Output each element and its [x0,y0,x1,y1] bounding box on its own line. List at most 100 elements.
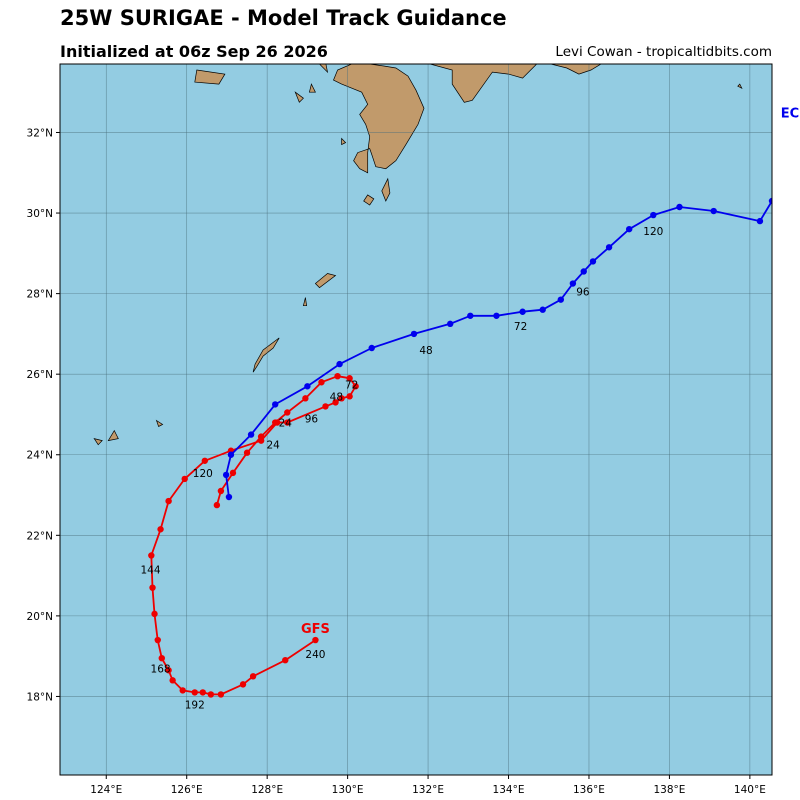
ec-track-point [336,360,343,368]
chart-title: 25W SURIGAE - Model Track Guidance [60,6,507,30]
ec-track-point [580,268,587,275]
ec-forecast-hour-label: 120 [643,226,663,238]
gfs-track-point [165,667,172,674]
ec-track-point [368,344,375,352]
gfs-track-point [169,677,176,684]
land-shikoku [430,64,538,103]
ec-forecast-hour-label: 48 [419,345,432,357]
gfs-track-point [322,403,329,410]
map-frame [59,63,773,776]
gfs-track-point [199,689,207,696]
gfs-forecast-hour-label: 120 [193,468,213,480]
x-tick-label: 126°E [171,784,203,796]
x-tick-label: 130°E [332,784,364,796]
gfs-track-point [201,457,209,464]
gfs-track-point [239,681,247,688]
ec-track-point [569,280,577,287]
gfs-track-point [148,552,155,559]
gfs-track-point [213,501,221,509]
land-iriomote [93,438,103,446]
gfs-model-label: GFS [301,622,330,637]
land-tokunoshima [302,297,308,307]
y-tick-label: 20°N [27,611,53,623]
outside-label-layer: GFS EC [301,106,799,637]
gfs-track-point [312,636,319,644]
gfs-forecast-hour-label: 24 [267,440,281,452]
gfs-track-point [249,673,257,680]
gfs-track-point [318,379,325,386]
ec-track-point [222,471,230,479]
y-tick-label: 26°N [27,369,53,381]
x-tick-label: 140°E [734,784,766,796]
gfs-track-point [207,691,215,698]
ec-track-point [446,320,454,328]
y-tick-label: 24°N [27,450,53,462]
gfs-track-point [346,375,353,382]
x-tick-label: 138°E [653,784,685,796]
ec-track-point [225,493,233,501]
gfs-track-point [149,584,156,591]
gfs-track-point [284,409,291,416]
gfs-track-line [150,375,357,696]
y-tick-label: 28°N [27,289,53,301]
ec-track-point [650,211,657,219]
land-kyushu [333,64,425,174]
ec-track-point [605,244,613,251]
ec-track-point [467,312,474,319]
gfs-track-point [282,656,289,664]
ec-track-point [493,312,500,319]
x-tick-label: 136°E [573,784,605,796]
land-amami [314,273,337,289]
credit-text: Levi Cowan - tropicaltidbits.com [555,44,772,60]
land-izu [737,83,743,89]
y-tick-label: 30°N [27,208,53,220]
gfs-track-point [243,449,251,456]
gfs-track-point [157,526,164,533]
ec-track-point [710,207,717,215]
gfs-forecast-hour-label: 144 [140,565,160,577]
gfs-forecast-hour-label: 72 [345,379,358,391]
gfs-forecast-hour-label: 240 [305,649,325,661]
ec-track-point [247,431,255,438]
ec-forecast-hour-label: 24 [279,418,293,430]
chart-subtitle: Initialized at 06z Sep 26 2026 [60,42,328,61]
land-goto2 [308,83,316,93]
land-ishigaki [107,429,119,442]
ec-track-point [557,296,565,303]
ec-model-label: EC [781,106,799,121]
ec-forecast-hour-label: 96 [576,287,590,299]
gfs-track-point [332,399,339,406]
ocean-background [60,64,772,775]
land-tsushima [319,64,329,74]
gfs-track-point [334,372,341,380]
gfs-forecast-hour-label: 96 [305,414,319,426]
gfs-track-point [217,487,225,495]
ec-track-point [410,330,418,338]
gfs-track-point [154,636,161,644]
y-tick-label: 32°N [27,127,53,139]
land-tanegashima [381,177,391,202]
land-honshu [550,64,602,75]
x-tick-label: 128°E [251,784,283,796]
ec-track-point [304,383,311,390]
gfs-track-point [352,383,359,390]
y-tick-label: 22°N [27,530,53,542]
x-tick-label: 134°E [493,784,525,796]
gfs-track-point [274,419,281,426]
gfs-track-point [346,393,353,400]
ec-track-point [589,258,597,265]
land-okinawa [252,337,280,373]
gfs-track-point [151,610,158,618]
gfs-track-point [302,395,309,402]
ec-forecast-hour-label: 72 [514,321,527,333]
gfs-forecast-hour-label: 192 [185,700,205,712]
ec-track-point [227,451,235,458]
x-tick-label: 132°E [412,784,444,796]
gfs-track-point [158,654,165,662]
gfs-track-point [217,691,225,698]
land-goto [294,91,304,103]
x-tick-label: 124°E [90,784,122,796]
axis-layer: 124°E 126°E 128°E 130°E 132°E 134°E 136°E 138°E… [27,127,766,796]
